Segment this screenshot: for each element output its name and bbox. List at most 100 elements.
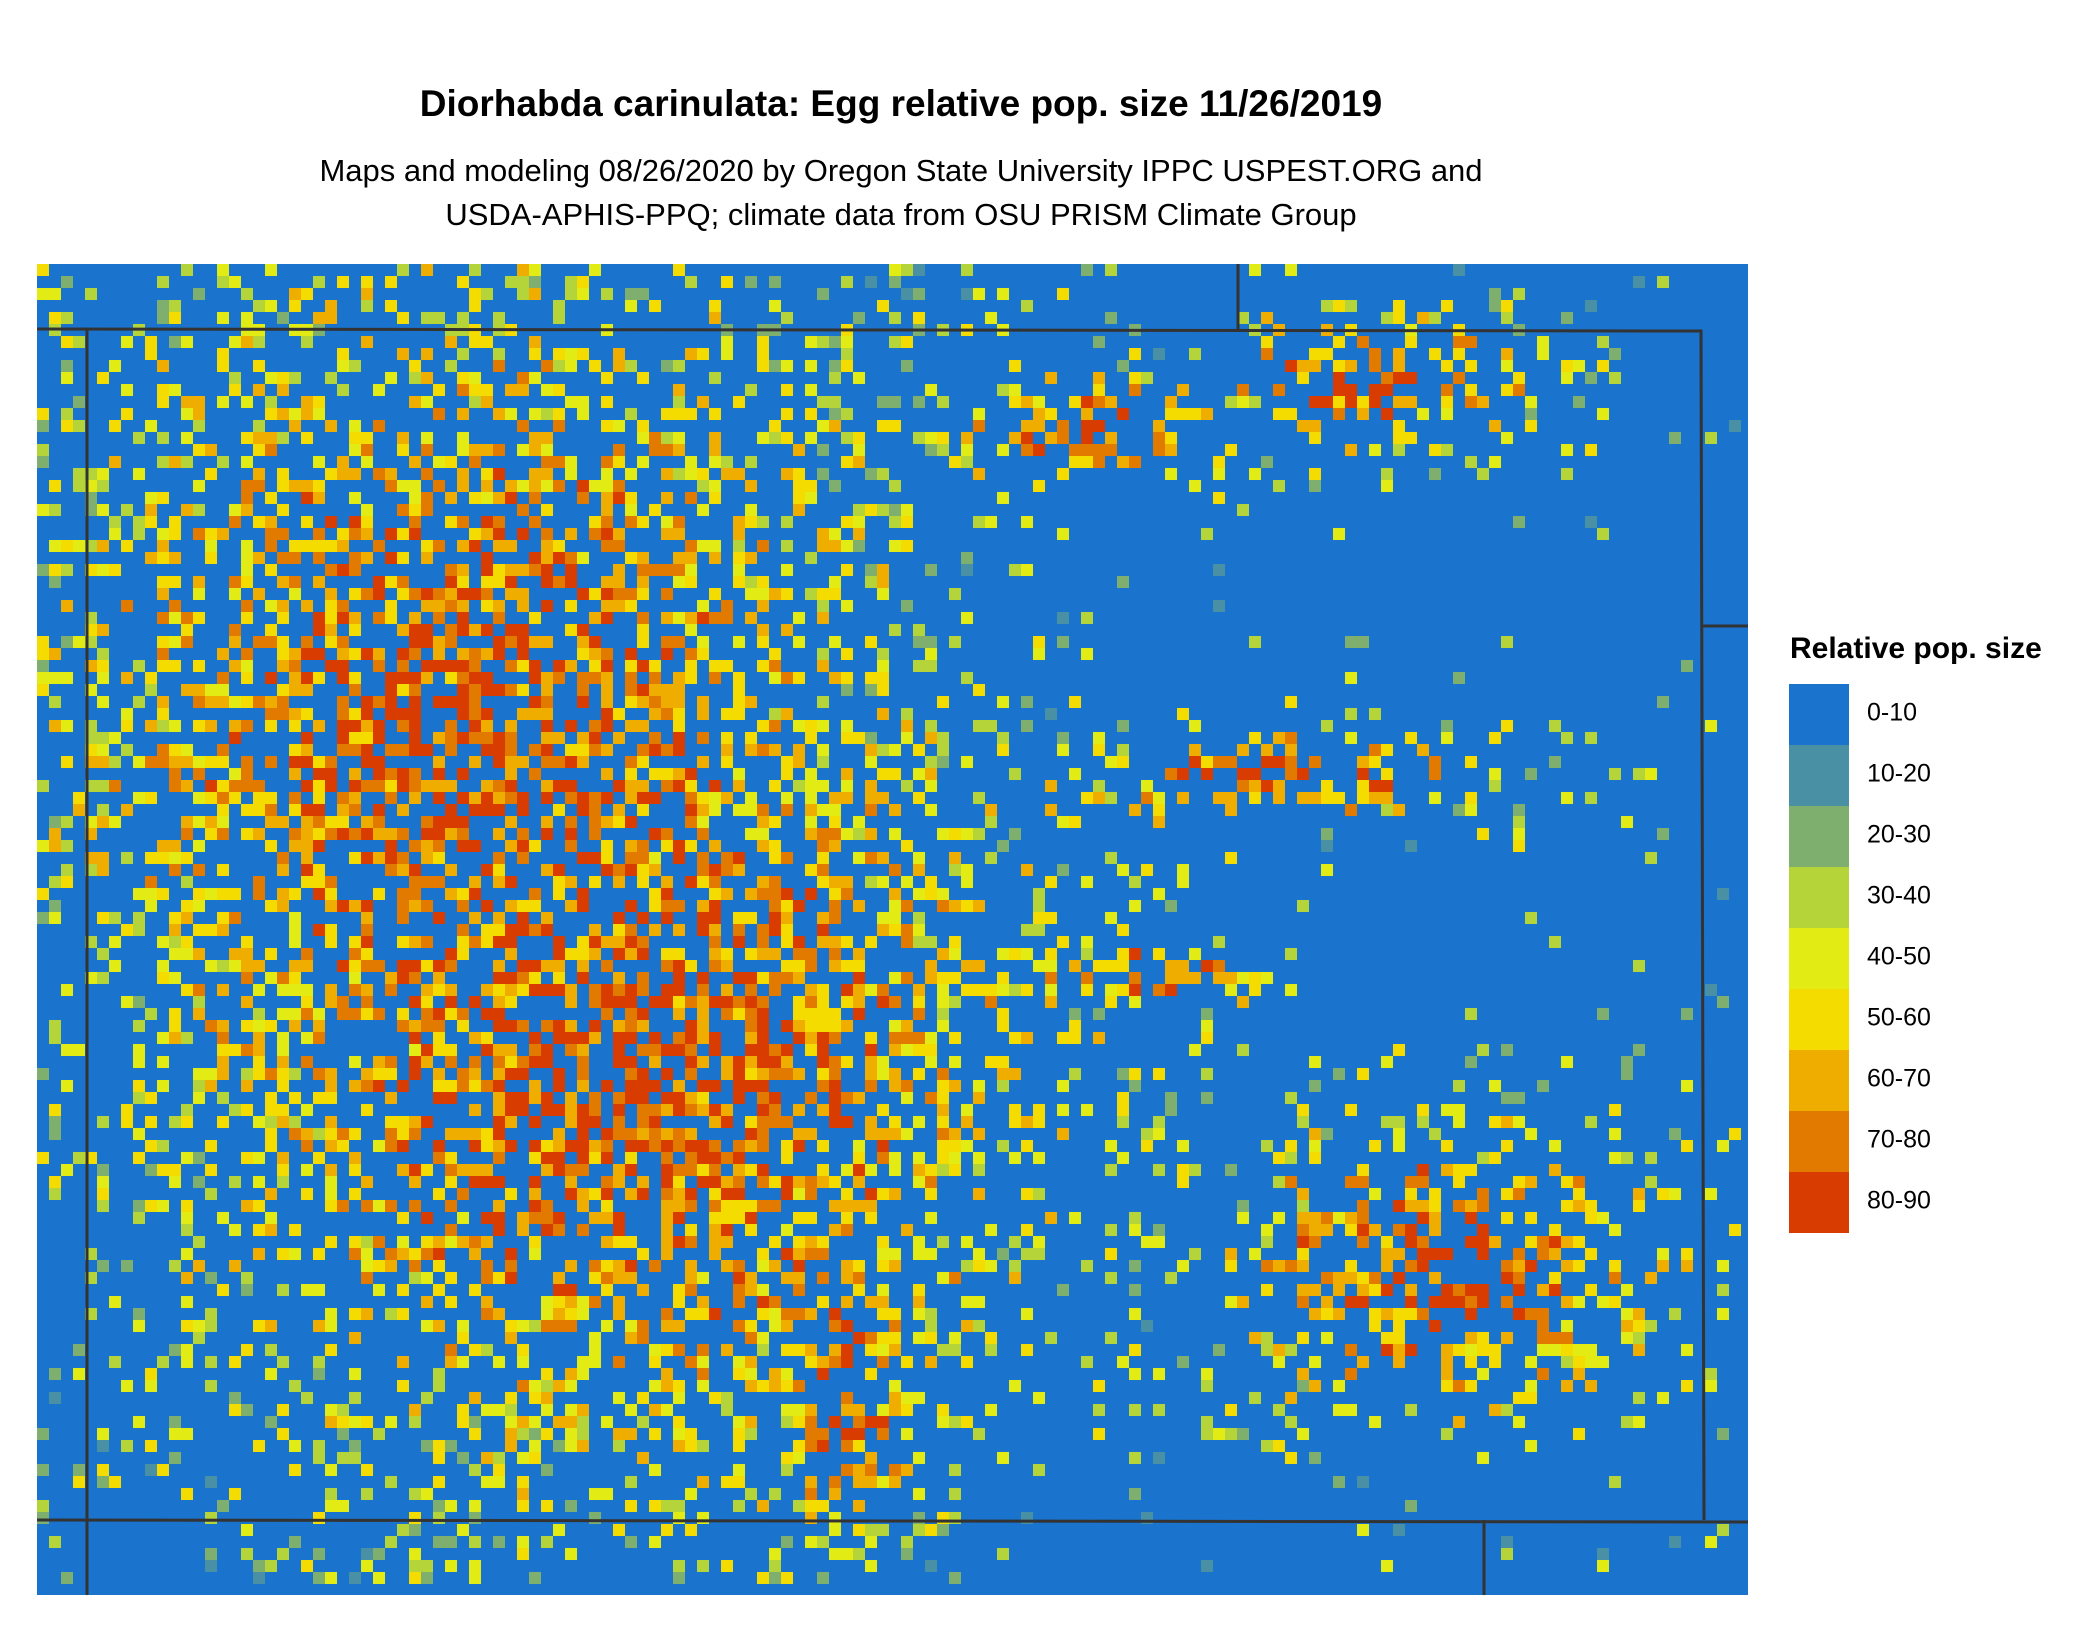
raster-cell [397,1020,409,1032]
raster-cell [817,696,829,708]
raster-cell [901,876,913,888]
raster-cell [1105,1164,1117,1176]
raster-cell [505,996,517,1008]
raster-cell [1177,792,1189,804]
raster-cell [793,744,805,756]
raster-cell [1045,432,1057,444]
raster-cell [1513,1272,1525,1284]
raster-cell [613,492,625,504]
raster-cell [1321,864,1333,876]
raster-cell [1381,1260,1393,1272]
raster-cell [733,972,745,984]
raster-cell [505,1320,517,1332]
raster-cell [469,1284,481,1296]
raster-cell [733,804,745,816]
raster-cell [997,1056,1009,1068]
raster-cell [1225,1296,1237,1308]
raster-cell [445,1164,457,1176]
raster-cell [1309,1212,1321,1224]
raster-cell [541,864,553,876]
raster-cell [193,792,205,804]
raster-cell [661,408,673,420]
raster-cell [529,408,541,420]
raster-cell [517,1488,529,1500]
raster-cell [721,1476,733,1488]
raster-cell [169,528,181,540]
raster-cell [157,1356,169,1368]
raster-cell [1153,348,1165,360]
legend-swatch [1789,867,1849,928]
raster-cell [373,660,385,672]
raster-cell [493,792,505,804]
raster-cell [265,636,277,648]
raster-cell [61,564,73,576]
raster-cell [901,924,913,936]
raster-cell [37,1464,49,1476]
raster-cell [349,1080,361,1092]
raster-cell [289,540,301,552]
raster-cell [697,468,709,480]
raster-cell [529,1452,541,1464]
raster-cell [1189,744,1201,756]
raster-cell [313,408,325,420]
raster-cell [253,696,265,708]
raster-cell [997,384,1009,396]
raster-cell [745,504,757,516]
raster-cell [409,996,421,1008]
raster-cell [1573,1356,1585,1368]
raster-cell [493,1404,505,1416]
raster-cell [925,960,937,972]
raster-cell [865,1128,877,1140]
raster-cell [409,396,421,408]
raster-cell [925,636,937,648]
raster-cell [589,612,601,624]
raster-cell [997,1548,1009,1560]
raster-cell [793,900,805,912]
raster-cell [601,492,613,504]
raster-cell [925,1332,937,1344]
raster-cell [217,1500,229,1512]
raster-cell [289,924,301,936]
raster-cell [1549,720,1561,732]
raster-cell [1393,444,1405,456]
raster-cell [1153,1404,1165,1416]
raster-cell [889,804,901,816]
raster-cell [1585,1344,1597,1356]
raster-cell [1141,792,1153,804]
raster-cell [841,1464,853,1476]
raster-cell [409,528,421,540]
raster-cell [433,972,445,984]
raster-cell [253,468,265,480]
raster-cell [1393,1116,1405,1128]
raster-cell [1525,1260,1537,1272]
raster-cell [1381,1056,1393,1068]
raster-cell [337,1416,349,1428]
raster-cell [697,1080,709,1092]
raster-cell [373,852,385,864]
raster-cell [733,552,745,564]
raster-cell [217,984,229,996]
raster-cell [373,828,385,840]
raster-cell [109,1296,121,1308]
raster-cell [733,1068,745,1080]
raster-cell [301,636,313,648]
raster-cell [949,852,961,864]
raster-cell [1657,1188,1669,1200]
raster-cell [709,1176,721,1188]
raster-cell [349,900,361,912]
raster-cell [745,1416,757,1428]
raster-cell [553,348,565,360]
raster-cell [745,612,757,624]
raster-cell [637,1092,649,1104]
raster-cell [769,852,781,864]
raster-cell [121,504,133,516]
raster-cell [529,444,541,456]
raster-cell [1381,1284,1393,1296]
raster-cell [1093,456,1105,468]
raster-cell [1021,720,1033,732]
raster-cell [601,1152,613,1164]
raster-cell [1345,1368,1357,1380]
raster-cell [241,1524,253,1536]
raster-cell [529,636,541,648]
raster-cell [733,564,745,576]
